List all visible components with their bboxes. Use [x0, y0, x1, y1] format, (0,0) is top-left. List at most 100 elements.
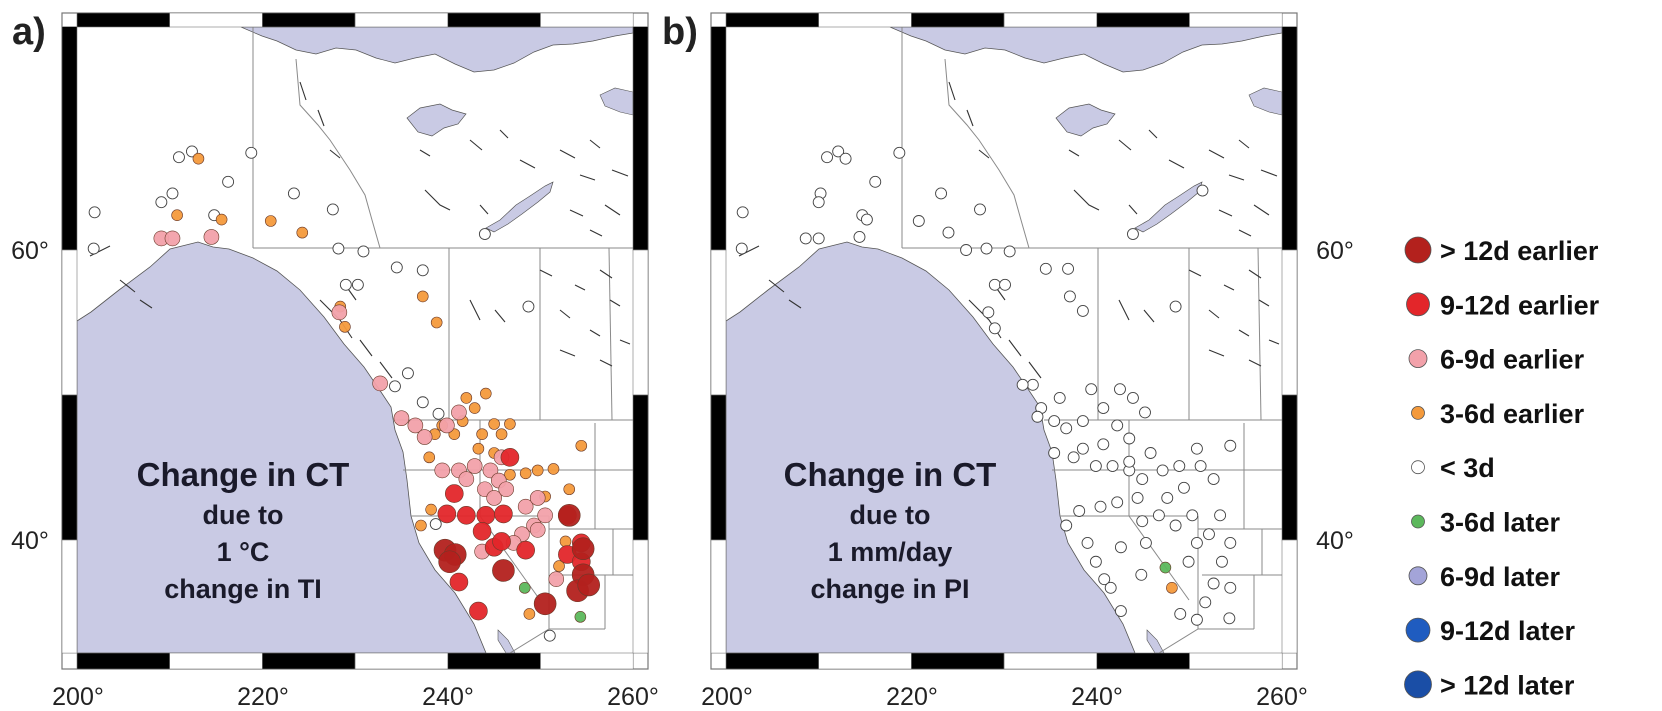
station-marker-lt3	[853, 230, 866, 243]
station-marker-lt3	[1063, 290, 1076, 303]
station-marker-lt3	[1156, 464, 1169, 477]
station-marker-lt3	[326, 203, 339, 216]
station-marker-lt3	[1224, 536, 1237, 549]
station-marker-lt3	[1139, 406, 1151, 419]
station-marker-e3_6	[476, 428, 488, 440]
station-marker-lt3	[87, 242, 100, 255]
lon-frame-bar	[1003, 652, 1098, 670]
station-marker-lt3	[1094, 500, 1107, 513]
station-marker-lt3	[1136, 515, 1149, 528]
station-marker-e12	[577, 573, 601, 597]
station-marker-l3_6	[518, 582, 531, 594]
station-marker-e6_9	[393, 410, 410, 427]
station-marker-e6_9	[458, 471, 475, 487]
lon-frame-bar	[911, 12, 1005, 28]
station-marker-e3_6	[425, 503, 437, 516]
station-marker-e6_9	[439, 417, 455, 434]
station-marker-lt3	[245, 146, 258, 159]
legend-item: 3-6d later	[1411, 508, 1561, 538]
station-marker-e6_9	[486, 490, 502, 506]
annotation-line-3: 1 °C	[217, 537, 270, 567]
station-marker-e3_6	[488, 418, 500, 430]
station-marker-e3_6	[1166, 582, 1178, 594]
station-marker-e3_6	[468, 402, 481, 414]
station-marker-lt3	[832, 145, 845, 158]
station-marker-lt3	[1003, 245, 1016, 258]
station-marker-lt3	[1114, 605, 1127, 617]
station-marker-lt3	[155, 196, 168, 209]
graticule-frame-bars	[710, 12, 1298, 670]
lat-frame-bar	[1281, 26, 1298, 251]
station-marker-e3_6	[480, 387, 492, 400]
legend-item: > 12d earlier	[1404, 236, 1599, 266]
lon-frame-bar	[540, 12, 634, 28]
station-marker-lt3	[1048, 415, 1061, 428]
station-marker-lt3	[1016, 378, 1029, 391]
station-marker-lt3	[1207, 473, 1220, 486]
station-marker-lt3	[860, 213, 873, 226]
lon-frame-bar	[1189, 12, 1283, 28]
lat-frame-bar	[61, 26, 78, 251]
map-panel-a: Change in CT due to 1 °C change in TI a)…	[11, 11, 659, 711]
legend-label: 6-9d later	[1440, 562, 1561, 592]
legend-item: 6-9d later	[1408, 562, 1561, 592]
lon-frame-bar	[169, 652, 263, 670]
station-marker-e6_9	[434, 462, 451, 479]
station-marker-e3_6	[339, 321, 351, 333]
lat-tick-label: 60°	[1316, 237, 1354, 265]
station-marker-e3_6	[504, 418, 516, 430]
station-marker-lt3	[1031, 410, 1044, 423]
station-marker-lt3	[1123, 455, 1136, 468]
station-marker-e3_6	[430, 316, 443, 329]
legend-swatch	[1411, 514, 1425, 529]
basemap	[77, 27, 633, 653]
station-marker-e9_12	[457, 506, 476, 525]
station-marker-lt3	[185, 145, 198, 158]
panel-label: a)	[12, 11, 46, 53]
station-marker-lt3	[799, 232, 812, 245]
lon-frame-bar	[354, 652, 449, 670]
station-marker-e9_12	[469, 601, 488, 621]
station-marker-e12	[571, 537, 595, 561]
station-marker-lt3	[821, 151, 833, 164]
station-marker-lt3	[1111, 496, 1124, 509]
station-marker-e3_6	[171, 209, 183, 221]
station-marker-e6_9	[517, 498, 534, 515]
station-marker-lt3	[401, 367, 414, 380]
lon-frame-bar	[447, 652, 541, 670]
lat-tick-label: 40°	[1316, 527, 1354, 555]
station-marker-lt3	[1174, 608, 1187, 620]
legend-swatch	[1404, 236, 1432, 264]
station-marker-e3_6	[575, 439, 588, 452]
station-marker-lt3	[935, 187, 948, 200]
station-marker-e6_9	[466, 458, 483, 474]
station-marker-lt3	[1169, 300, 1182, 313]
lon-frame-bar	[911, 652, 1005, 670]
station-marker-lt3	[1081, 536, 1094, 549]
station-marker-lt3	[1098, 573, 1111, 586]
legend-swatch	[1408, 566, 1428, 586]
station-marker-e3_6	[472, 442, 485, 455]
lon-frame-bar	[818, 12, 912, 28]
station-marker-lt3	[1089, 555, 1102, 568]
lon-frame-bar	[725, 652, 819, 670]
station-marker-lt3	[478, 228, 491, 241]
station-marker-lt3	[960, 244, 973, 256]
station-marker-e6_9	[482, 462, 499, 479]
annotation-line-2: due to	[203, 500, 284, 530]
station-marker-e9_12	[437, 504, 457, 524]
legend-swatch	[1404, 670, 1432, 699]
station-marker-lt3	[735, 242, 748, 255]
legend-item: 9-12d earlier	[1406, 290, 1600, 320]
station-marker-lt3	[390, 261, 403, 274]
station-marker-lt3	[912, 215, 925, 227]
station-marker-lt3	[339, 278, 352, 291]
station-marker-lt3	[1076, 304, 1089, 317]
station-marker-lt3	[988, 322, 1001, 335]
station-marker-lt3	[1173, 460, 1186, 472]
legend-label: < 3d	[1440, 453, 1495, 483]
station-marker-e6_9	[498, 481, 515, 498]
legend-item: > 12d later	[1404, 670, 1575, 700]
station-marker-lt3	[522, 300, 535, 313]
panel-label: b)	[662, 11, 698, 53]
